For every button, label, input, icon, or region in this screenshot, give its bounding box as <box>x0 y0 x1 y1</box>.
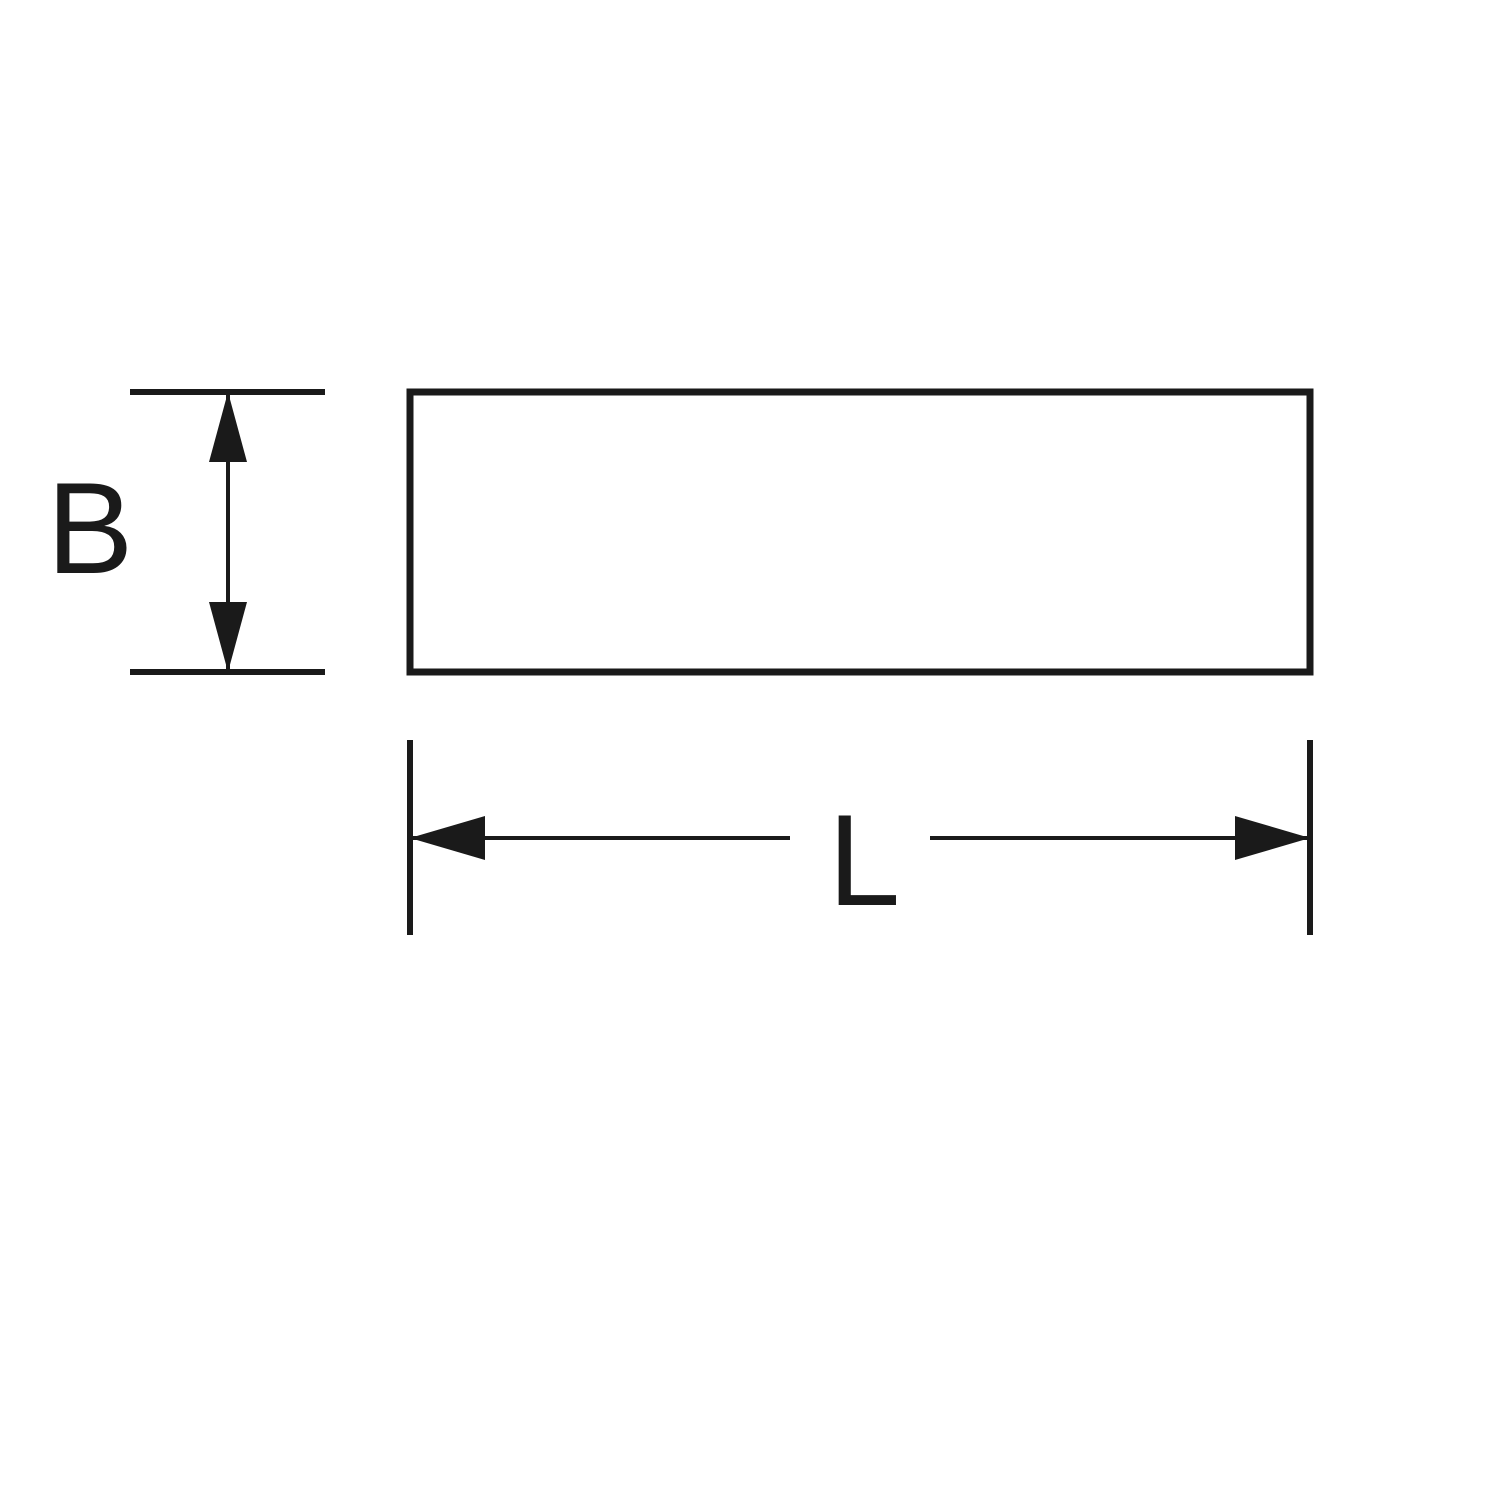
dimension-diagram: B L <box>0 0 1500 1500</box>
diagram-canvas: B L <box>0 0 1500 1500</box>
b-label: B <box>47 455 134 601</box>
dimension-b: B <box>47 392 325 672</box>
b-arrowhead-up-icon <box>209 392 247 462</box>
l-arrowhead-left-icon <box>410 816 485 860</box>
l-arrowhead-right-icon <box>1235 816 1310 860</box>
l-label: L <box>828 787 900 933</box>
dimension-l: L <box>410 740 1310 935</box>
part-rectangle <box>410 392 1310 672</box>
b-arrowhead-down-icon <box>209 602 247 672</box>
